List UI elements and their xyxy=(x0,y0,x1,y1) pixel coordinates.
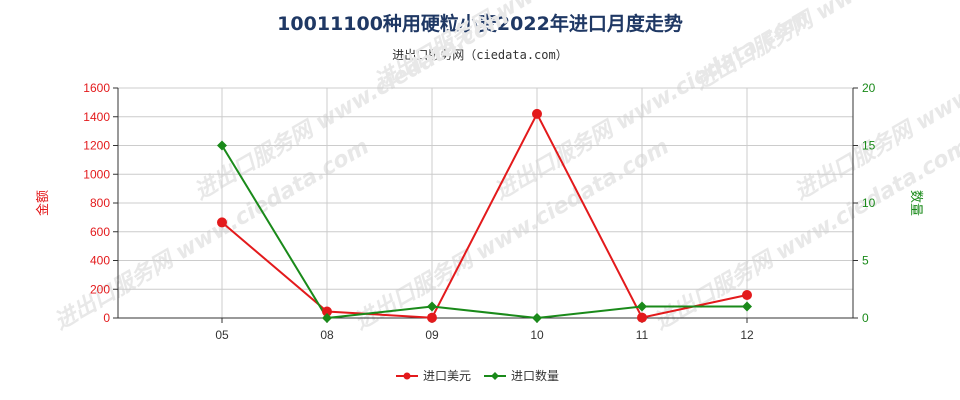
left-axis-tick-label: 1000 xyxy=(83,167,110,181)
chart-subtitle: 进出口服务网（ciedata.com） xyxy=(392,48,568,62)
series-line-quantity xyxy=(221,144,747,320)
left-axis-tick-label: 1600 xyxy=(83,81,110,95)
data-point-usd xyxy=(217,217,227,228)
data-point-usd xyxy=(742,290,752,300)
left-axis-tick-label: 600 xyxy=(90,225,110,239)
series-line-usd xyxy=(221,111,748,319)
x-axis-tick-label: 10 xyxy=(530,328,544,342)
data-point-quantity xyxy=(637,301,647,312)
left-axis-tick-label: 200 xyxy=(90,282,110,296)
x-axis-tick-label: 11 xyxy=(636,328,649,342)
data-point-usd xyxy=(637,312,647,323)
data-point-usd xyxy=(427,312,437,323)
legend-label-usd: 进口美元 xyxy=(423,369,471,383)
left-axis-tick-label: 1200 xyxy=(83,139,110,153)
watermark-text: 进出口服务网 www.ciedata.com xyxy=(371,0,694,95)
data-point-quantity xyxy=(742,301,752,312)
left-axis-tick-label: 800 xyxy=(90,196,110,210)
right-axis-tick-label: 0 xyxy=(862,311,869,325)
data-point-quantity xyxy=(427,301,437,312)
left-axis-tick-label: 400 xyxy=(90,254,110,268)
legend-marker-usd xyxy=(403,372,411,380)
x-axis-tick-label: 08 xyxy=(320,328,334,342)
data-point-usd xyxy=(532,108,542,119)
left-axis-tick-label: 1400 xyxy=(83,110,110,124)
left-axis-title: 金额 xyxy=(35,190,51,216)
chart-title: 10011100种用硬粒小麦2022年进口月度走势 xyxy=(277,13,683,35)
legend-marker-quantity xyxy=(491,372,499,380)
data-point-quantity xyxy=(322,313,332,323)
x-axis-tick-label: 05 xyxy=(215,328,229,342)
right-axis-tick-label: 15 xyxy=(862,139,876,153)
data-point-usd xyxy=(322,306,332,317)
left-axis-tick-label: 0 xyxy=(103,311,110,325)
data-point-quantity xyxy=(217,140,227,151)
legend-label-quantity: 进口数量 xyxy=(511,368,559,383)
right-axis-title: 数量 xyxy=(908,190,923,216)
right-axis-tick-label: 20 xyxy=(862,81,876,95)
x-axis-tick-label: 09 xyxy=(425,328,439,342)
right-axis-tick-label: 5 xyxy=(862,254,869,268)
x-axis-tick-label: 12 xyxy=(740,328,754,342)
right-axis-tick-label: 10 xyxy=(862,196,876,210)
data-point-quantity xyxy=(532,313,542,323)
